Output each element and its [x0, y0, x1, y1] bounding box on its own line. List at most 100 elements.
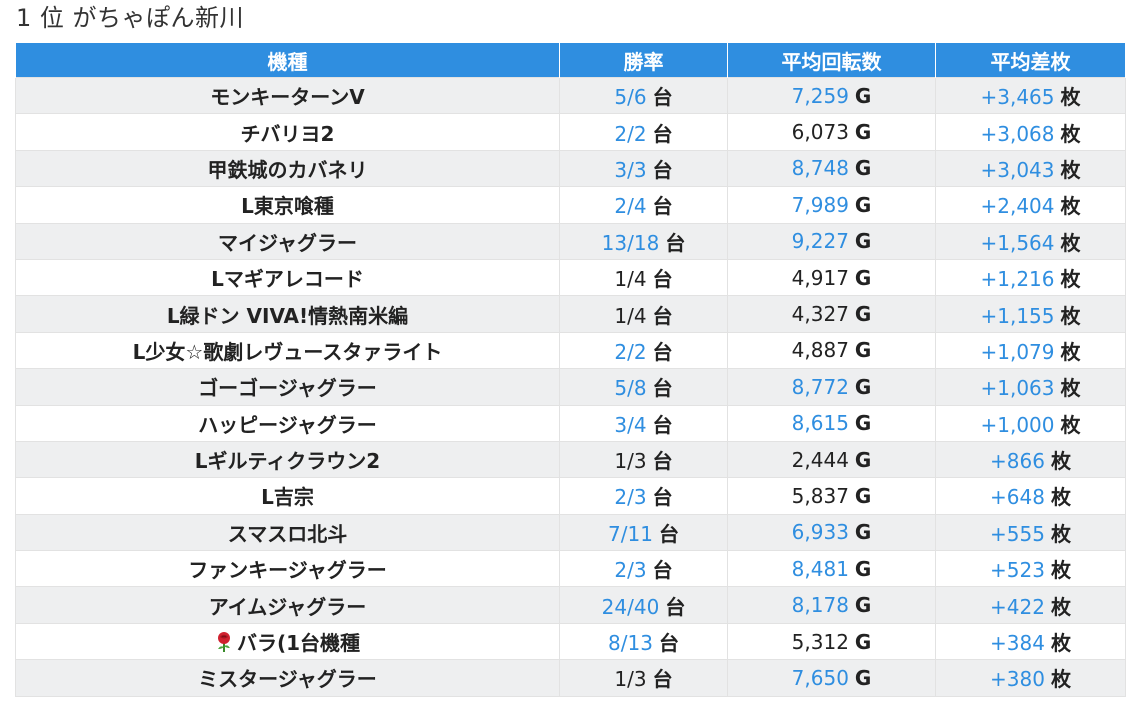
unit-label: G — [854, 265, 872, 290]
unit-label: G — [854, 374, 872, 399]
unit-label: 枚 — [1050, 594, 1071, 619]
machine-name: 甲鉄城のカバネリ — [207, 157, 368, 182]
header-win-rate[interactable]: 勝率 — [559, 43, 728, 78]
average-diff-value[interactable]: +866 — [990, 449, 1045, 474]
average-diff-value[interactable]: +3,068 — [980, 121, 1055, 146]
average-diff-cell: +523 枚 — [935, 550, 1126, 588]
win-rate-cell: 5/6 台 — [559, 76, 728, 115]
unit-label: 台 — [652, 121, 673, 146]
machine-cell: モンキーターンV — [15, 76, 560, 115]
table-row: マイジャグラー 13/18 台 9,227 G +1,564 枚 — [15, 222, 1126, 260]
unit-label: G — [854, 593, 872, 618]
win-rate-cell: 7/11 台 — [559, 513, 728, 552]
average-diff-value[interactable]: +1,063 — [980, 376, 1055, 401]
average-spins-value: 4,917 — [791, 265, 849, 290]
win-rate-value[interactable]: 5/8 — [614, 376, 647, 401]
average-spins-value[interactable]: 8,772 — [791, 374, 849, 399]
average-spins-value[interactable]: 8,748 — [791, 156, 849, 181]
machine-name: チバリヨ2 — [240, 121, 335, 146]
average-spins-value[interactable]: 7,650 — [791, 665, 849, 690]
win-rate-cell: 2/2 台 — [559, 331, 728, 370]
win-rate-value[interactable]: 13/18 — [601, 230, 660, 255]
average-spins-cell: 6,073 G — [727, 113, 936, 151]
unit-label: G — [854, 192, 872, 217]
average-diff-cell: +866 枚 — [935, 440, 1126, 479]
average-diff-value[interactable]: +3,465 — [980, 85, 1055, 110]
unit-label: 台 — [652, 376, 673, 401]
unit-label: 枚 — [1060, 194, 1081, 219]
average-diff-value[interactable]: +1,079 — [980, 339, 1055, 364]
average-diff-cell: +1,564 枚 — [935, 222, 1126, 260]
unit-label: G — [854, 229, 872, 254]
unit-label: 台 — [665, 230, 686, 255]
average-diff-value[interactable]: +555 — [990, 521, 1045, 546]
page-title: 1 位 がちゃぽん新川 — [16, 4, 245, 32]
win-rate-value[interactable]: 2/2 — [614, 121, 647, 146]
average-spins-cell: 8,481 G — [727, 550, 936, 588]
unit-label: 台 — [652, 339, 673, 364]
machine-cell: ミスタージャグラー — [15, 659, 560, 697]
win-rate-cell: 3/3 台 — [559, 149, 728, 188]
average-diff-value[interactable]: +422 — [990, 594, 1045, 619]
average-spins-value[interactable]: 6,933 — [791, 520, 849, 545]
win-rate-value[interactable]: 24/40 — [601, 594, 660, 619]
average-diff-value[interactable]: +3,043 — [980, 157, 1055, 182]
average-diff-value[interactable]: +1,216 — [980, 267, 1055, 292]
unit-label: G — [854, 556, 872, 581]
average-diff-cell: +555 枚 — [935, 513, 1126, 552]
average-diff-value[interactable]: +1,000 — [980, 412, 1055, 437]
machine-name: ゴーゴージャグラー — [198, 376, 377, 401]
average-diff-value[interactable]: +1,564 — [980, 230, 1055, 255]
win-rate-value[interactable]: 7/11 — [608, 521, 653, 546]
average-spins-value: 5,312 — [791, 629, 849, 654]
average-diff-value[interactable]: +2,404 — [980, 194, 1055, 219]
win-rate-cell: 13/18 台 — [559, 222, 728, 260]
average-diff-cell: +1,000 枚 — [935, 404, 1126, 442]
unit-label: G — [854, 665, 872, 690]
header-machine[interactable]: 機種 — [15, 43, 560, 78]
average-spins-value: 6,073 — [791, 120, 849, 145]
average-spins-value[interactable]: 8,178 — [791, 593, 849, 618]
win-rate-cell: 1/4 台 — [559, 258, 728, 297]
win-rate-value[interactable]: 2/2 — [614, 339, 647, 364]
win-rate-value[interactable]: 3/3 — [614, 157, 647, 182]
win-rate-value[interactable]: 2/3 — [614, 485, 647, 510]
win-rate-value[interactable]: 8/13 — [608, 631, 653, 656]
table-row: バラ(1台機種 8/13 台 5,312 G +384 枚 — [15, 622, 1126, 661]
table-row: L東京喰種 2/4 台 7,989 G +2,404 枚 — [15, 186, 1126, 224]
average-spins-cell: 7,989 G — [727, 186, 936, 224]
header-average-spins[interactable]: 平均回転数 — [727, 43, 936, 78]
win-rate-cell: 1/3 台 — [559, 659, 728, 697]
average-spins-value[interactable]: 7,259 — [791, 83, 849, 108]
win-rate-value[interactable]: 2/4 — [614, 194, 647, 219]
average-spins-value[interactable]: 7,989 — [791, 192, 849, 217]
average-spins-value[interactable]: 8,481 — [791, 556, 849, 581]
machine-name: ミスタージャグラー — [198, 667, 377, 692]
machine-cell: Lギルティクラウン2 — [15, 440, 560, 479]
unit-label: 枚 — [1050, 521, 1071, 546]
unit-label: 枚 — [1050, 631, 1071, 656]
unit-label: G — [854, 302, 872, 327]
unit-label: 台 — [652, 485, 673, 510]
unit-label: 台 — [658, 521, 679, 546]
average-diff-value[interactable]: +1,155 — [980, 303, 1055, 328]
win-rate-value[interactable]: 3/4 — [614, 412, 647, 437]
machine-name: L緑ドン VIVA!情熱南米編 — [166, 303, 409, 328]
win-rate-value[interactable]: 2/3 — [614, 558, 647, 583]
win-rate-value[interactable]: 5/6 — [614, 85, 647, 110]
average-spins-value[interactable]: 8,615 — [791, 411, 849, 436]
unit-label: G — [854, 629, 872, 654]
machine-name: モンキーターンV — [210, 85, 365, 110]
average-diff-value[interactable]: +523 — [990, 558, 1045, 583]
average-diff-value[interactable]: +384 — [990, 631, 1045, 656]
machine-name: Lマギアレコード — [211, 267, 364, 292]
average-diff-value[interactable]: +648 — [990, 485, 1045, 510]
win-rate-cell: 5/8 台 — [559, 368, 728, 406]
header-average-diff[interactable]: 平均差枚 — [935, 43, 1126, 78]
unit-label: G — [854, 83, 872, 108]
machine-cell: マイジャグラー — [15, 222, 560, 260]
average-diff-value[interactable]: +380 — [990, 667, 1045, 692]
average-spins-value[interactable]: 9,227 — [791, 229, 849, 254]
average-diff-cell: +1,079 枚 — [935, 331, 1126, 370]
average-spins-value: 2,444 — [791, 447, 849, 472]
